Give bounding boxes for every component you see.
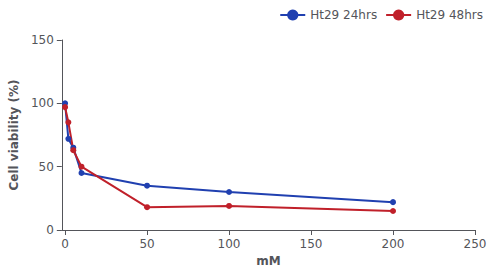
svg-text:150: 150 (31, 33, 54, 47)
svg-text:100: 100 (31, 96, 54, 110)
svg-text:Ht29 48hrs: Ht29 48hrs (416, 8, 483, 22)
svg-text:50: 50 (39, 160, 54, 174)
svg-text:100: 100 (218, 237, 241, 251)
svg-text:Cell viability (%): Cell viability (%) (7, 79, 21, 190)
svg-text:250: 250 (464, 237, 487, 251)
svg-text:150: 150 (300, 237, 323, 251)
svg-text:mM: mM (256, 254, 280, 268)
svg-text:50: 50 (139, 237, 154, 251)
svg-text:0: 0 (46, 223, 54, 237)
svg-text:Ht29 24hrs: Ht29 24hrs (310, 8, 377, 22)
svg-text:0: 0 (61, 237, 69, 251)
svg-text:200: 200 (382, 237, 405, 251)
